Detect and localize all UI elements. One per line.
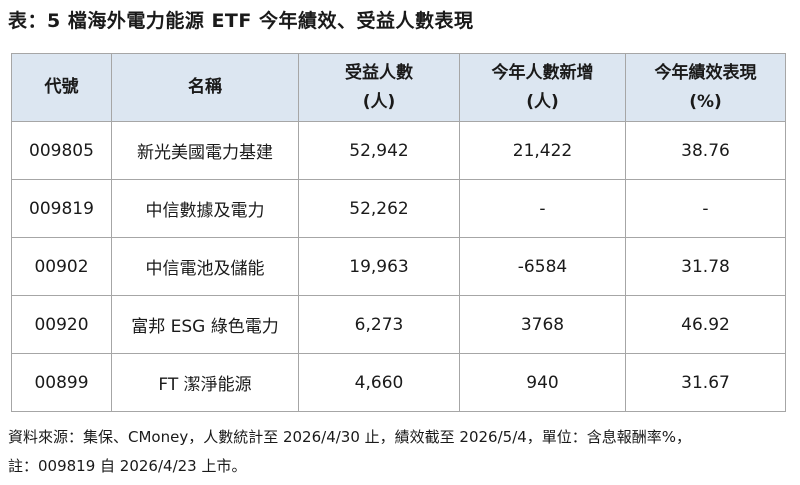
- header-performance: 今年績效表現 (%): [625, 53, 786, 122]
- cell-performance: 46.92: [625, 295, 786, 354]
- header-performance-label: 今年績效表現: [654, 62, 757, 83]
- header-holders-label: 受益人數: [345, 62, 413, 83]
- cell-holders: 19,963: [298, 237, 460, 296]
- cell-performance: -: [625, 179, 786, 238]
- cell-performance: 38.76: [625, 121, 786, 180]
- header-holders-unit: (人): [362, 91, 396, 112]
- cell-name: 中信數據及電力: [111, 179, 299, 238]
- table-row: 00920 富邦 ESG 綠色電力 6,273 3768 46.92: [11, 295, 786, 354]
- table-row: 00902 中信電池及儲能 19,963 -6584 31.78: [11, 237, 786, 296]
- cell-holders: 6,273: [298, 295, 460, 354]
- footnotes: 資料來源：集保、CMoney，人數統計至 2026/4/30 止，績效截至 20…: [8, 423, 798, 481]
- cell-name: 富邦 ESG 綠色電力: [111, 295, 299, 354]
- header-row: 代號 名稱 受益人數 (人) 今年人數新增 (人) 今年績效表現 (%): [11, 53, 786, 122]
- header-performance-unit: (%): [689, 91, 722, 112]
- etf-table: 代號 名稱 受益人數 (人) 今年人數新增 (人) 今年績效表現 (%) 009…: [11, 53, 786, 412]
- cell-new-holders: 3768: [459, 295, 626, 354]
- header-name: 名稱: [111, 53, 299, 122]
- table-body: 009805 新光美國電力基建 52,942 21,422 38.76 0098…: [11, 121, 786, 412]
- cell-name: 中信電池及儲能: [111, 237, 299, 296]
- cell-code: 009819: [11, 179, 112, 238]
- table-row: 00899 FT 潔淨能源 4,660 940 31.67: [11, 353, 786, 412]
- cell-new-holders: -: [459, 179, 626, 238]
- header-holders: 受益人數 (人): [298, 53, 460, 122]
- cell-name: FT 潔淨能源: [111, 353, 299, 412]
- cell-name: 新光美國電力基建: [111, 121, 299, 180]
- header-new-holders: 今年人數新增 (人): [459, 53, 626, 122]
- cell-holders: 52,262: [298, 179, 460, 238]
- cell-new-holders: -6584: [459, 237, 626, 296]
- source-note: 資料來源：集保、CMoney，人數統計至 2026/4/30 止，績效截至 20…: [8, 428, 692, 446]
- cell-code: 00920: [11, 295, 112, 354]
- page-title: 表：5 檔海外電力能源 ETF 今年績效、受益人數表現: [8, 10, 474, 32]
- cell-new-holders: 21,422: [459, 121, 626, 180]
- listing-note: 註：009819 自 2026/4/23 上市。: [8, 457, 247, 475]
- header-code-label: 代號: [44, 77, 79, 97]
- cell-code: 00899: [11, 353, 112, 412]
- cell-performance: 31.67: [625, 353, 786, 412]
- cell-performance: 31.78: [625, 237, 786, 296]
- header-new-holders-unit: (人): [526, 91, 559, 112]
- table-row: 009805 新光美國電力基建 52,942 21,422 38.76: [11, 121, 786, 180]
- table-row: 009819 中信數據及電力 52,262 - -: [11, 179, 786, 238]
- header-code: 代號: [11, 53, 112, 122]
- cell-code: 00902: [11, 237, 112, 296]
- table-header: 代號 名稱 受益人數 (人) 今年人數新增 (人) 今年績效表現 (%): [11, 53, 786, 122]
- cell-code: 009805: [11, 121, 112, 180]
- cell-holders: 52,942: [298, 121, 460, 180]
- cell-holders: 4,660: [298, 353, 460, 412]
- header-name-label: 名稱: [188, 77, 222, 97]
- cell-new-holders: 940: [459, 353, 626, 412]
- header-new-holders-label: 今年人數新增: [491, 62, 594, 83]
